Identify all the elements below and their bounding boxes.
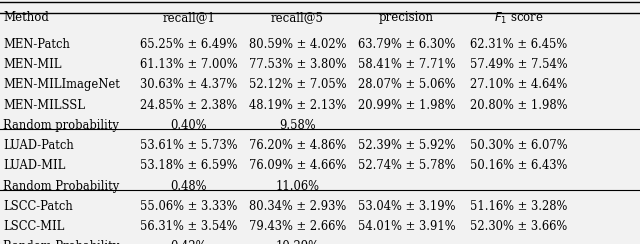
Text: 56.31% ± 3.54%: 56.31% ± 3.54%: [140, 220, 237, 233]
Text: 80.34% ± 2.93%: 80.34% ± 2.93%: [249, 200, 346, 213]
Text: Method: Method: [3, 11, 49, 24]
Text: LUAD-Patch: LUAD-Patch: [3, 139, 74, 152]
Text: 30.63% ± 4.37%: 30.63% ± 4.37%: [140, 78, 237, 91]
Text: 24.85% ± 2.38%: 24.85% ± 2.38%: [140, 99, 237, 112]
Text: 55.06% ± 3.33%: 55.06% ± 3.33%: [140, 200, 237, 213]
Text: recall@1: recall@1: [163, 11, 215, 24]
Text: 77.53% ± 3.80%: 77.53% ± 3.80%: [249, 58, 346, 71]
Text: LSCC-MIL: LSCC-MIL: [3, 220, 65, 233]
Text: 52.74% ± 5.78%: 52.74% ± 5.78%: [358, 159, 455, 172]
Text: 53.18% ± 6.59%: 53.18% ± 6.59%: [140, 159, 237, 172]
Text: precision: precision: [379, 11, 434, 24]
Text: 51.16% ± 3.28%: 51.16% ± 3.28%: [470, 200, 567, 213]
Text: 61.13% ± 7.00%: 61.13% ± 7.00%: [140, 58, 237, 71]
Text: 10.29%: 10.29%: [276, 240, 319, 244]
Text: 54.01% ± 3.91%: 54.01% ± 3.91%: [358, 220, 455, 233]
Text: 76.20% ± 4.86%: 76.20% ± 4.86%: [249, 139, 346, 152]
Text: 52.12% ± 7.05%: 52.12% ± 7.05%: [249, 78, 346, 91]
Text: MEN-MILSSL: MEN-MILSSL: [3, 99, 85, 112]
Text: 52.30% ± 3.66%: 52.30% ± 3.66%: [470, 220, 567, 233]
Text: 65.25% ± 6.49%: 65.25% ± 6.49%: [140, 38, 237, 51]
Text: $F_1$ score: $F_1$ score: [493, 11, 543, 26]
Text: 53.61% ± 5.73%: 53.61% ± 5.73%: [140, 139, 237, 152]
Text: 76.09% ± 4.66%: 76.09% ± 4.66%: [249, 159, 346, 172]
Text: 11.06%: 11.06%: [276, 180, 319, 193]
Text: 27.10% ± 4.64%: 27.10% ± 4.64%: [470, 78, 567, 91]
Text: 50.16% ± 6.43%: 50.16% ± 6.43%: [470, 159, 567, 172]
Text: 50.30% ± 6.07%: 50.30% ± 6.07%: [470, 139, 567, 152]
Text: 9.58%: 9.58%: [279, 119, 316, 132]
Text: 52.39% ± 5.92%: 52.39% ± 5.92%: [358, 139, 455, 152]
Text: 62.31% ± 6.45%: 62.31% ± 6.45%: [470, 38, 567, 51]
Text: 0.48%: 0.48%: [170, 180, 207, 193]
Text: MEN-MILImageNet: MEN-MILImageNet: [3, 78, 120, 91]
Text: 20.99% ± 1.98%: 20.99% ± 1.98%: [358, 99, 455, 112]
Text: LSCC-Patch: LSCC-Patch: [3, 200, 73, 213]
Text: recall@5: recall@5: [271, 11, 324, 24]
Text: 80.59% ± 4.02%: 80.59% ± 4.02%: [249, 38, 346, 51]
Text: 63.79% ± 6.30%: 63.79% ± 6.30%: [358, 38, 455, 51]
Text: 0.42%: 0.42%: [170, 240, 207, 244]
Text: 20.80% ± 1.98%: 20.80% ± 1.98%: [470, 99, 567, 112]
Text: MEN-Patch: MEN-Patch: [3, 38, 70, 51]
Text: 28.07% ± 5.06%: 28.07% ± 5.06%: [358, 78, 455, 91]
Text: 0.40%: 0.40%: [170, 119, 207, 132]
Text: Random Probability: Random Probability: [3, 240, 120, 244]
Text: 58.41% ± 7.71%: 58.41% ± 7.71%: [358, 58, 455, 71]
Text: Random Probability: Random Probability: [3, 180, 120, 193]
Text: LUAD-MIL: LUAD-MIL: [3, 159, 65, 172]
Text: 48.19% ± 2.13%: 48.19% ± 2.13%: [249, 99, 346, 112]
Text: 57.49% ± 7.54%: 57.49% ± 7.54%: [470, 58, 567, 71]
Text: Random probability: Random probability: [3, 119, 119, 132]
Text: 53.04% ± 3.19%: 53.04% ± 3.19%: [358, 200, 455, 213]
Text: MEN-MIL: MEN-MIL: [3, 58, 61, 71]
Text: 79.43% ± 2.66%: 79.43% ± 2.66%: [249, 220, 346, 233]
